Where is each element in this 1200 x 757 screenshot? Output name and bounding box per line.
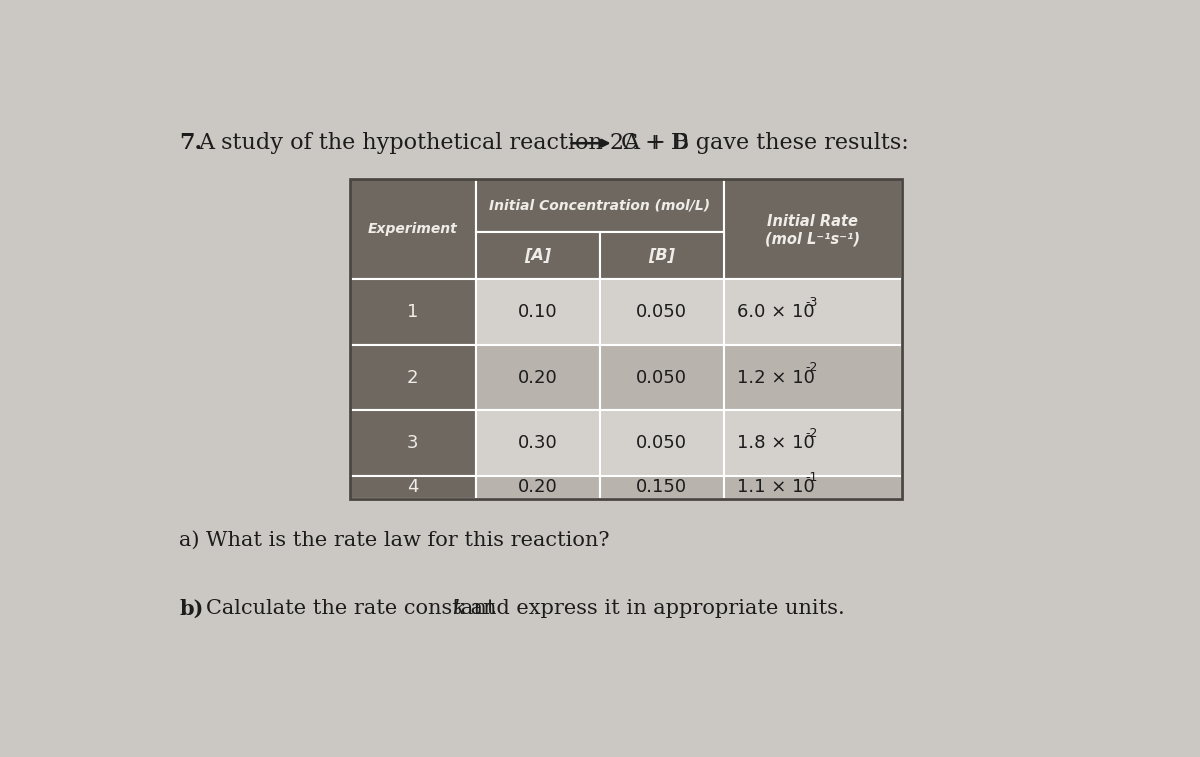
Bar	[724, 345, 901, 410]
Text: a): a)	[180, 531, 200, 550]
Bar	[475, 232, 600, 279]
Bar	[600, 476, 724, 499]
Text: 0.050: 0.050	[636, 304, 686, 321]
Text: What is the rate law for this reaction?: What is the rate law for this reaction?	[206, 531, 610, 550]
Text: 0.30: 0.30	[517, 434, 557, 452]
Text: 2: 2	[407, 369, 419, 387]
Bar	[600, 279, 724, 345]
Bar	[600, 410, 724, 476]
Bar	[350, 179, 475, 279]
Bar	[350, 345, 475, 410]
Text: Calculate the rate constant: Calculate the rate constant	[206, 599, 502, 618]
Text: [B]: [B]	[648, 248, 674, 263]
Text: Initial Concentration (mol/L): Initial Concentration (mol/L)	[488, 198, 710, 213]
Bar	[724, 410, 901, 476]
Text: [A]: [A]	[524, 248, 551, 263]
Text: 0.050: 0.050	[636, 434, 686, 452]
Text: 1.2 × 10: 1.2 × 10	[738, 369, 815, 387]
Text: 1.8 × 10: 1.8 × 10	[738, 434, 815, 452]
Text: 7.: 7.	[180, 132, 203, 154]
Bar	[350, 410, 475, 476]
Bar	[350, 476, 475, 499]
Bar	[475, 279, 600, 345]
Text: 4: 4	[407, 478, 419, 497]
Bar	[600, 345, 724, 410]
Text: 6.0 × 10: 6.0 × 10	[738, 304, 815, 321]
Text: 0.150: 0.150	[636, 478, 688, 497]
Text: 0.20: 0.20	[517, 478, 557, 497]
Text: 0.10: 0.10	[517, 304, 557, 321]
Text: -2: -2	[805, 427, 818, 440]
Text: (mol L⁻¹s⁻¹): (mol L⁻¹s⁻¹)	[766, 232, 860, 247]
Bar	[724, 476, 901, 499]
Bar	[475, 345, 600, 410]
Text: C + D gave these results:: C + D gave these results:	[622, 132, 908, 154]
Bar	[724, 179, 901, 279]
Text: 0.050: 0.050	[636, 369, 686, 387]
Text: A study of the hypothetical reaction 2A + B: A study of the hypothetical reaction 2A …	[198, 132, 689, 154]
Text: 1.1 × 10: 1.1 × 10	[738, 478, 815, 497]
Text: and express it in appropriate units.: and express it in appropriate units.	[464, 599, 845, 618]
Text: b): b)	[180, 599, 204, 619]
Text: -1: -1	[805, 471, 818, 484]
Text: 3: 3	[407, 434, 419, 452]
Text: -2: -2	[805, 361, 818, 374]
Text: Initial Rate: Initial Rate	[767, 214, 858, 229]
Bar	[475, 410, 600, 476]
Bar	[600, 232, 724, 279]
Text: 1: 1	[407, 304, 419, 321]
Bar	[724, 279, 901, 345]
Text: -3: -3	[805, 296, 818, 309]
Text: k: k	[452, 599, 464, 618]
Bar	[475, 179, 724, 232]
Text: 0.20: 0.20	[517, 369, 557, 387]
Bar	[475, 476, 600, 499]
Bar	[350, 279, 475, 345]
Bar	[350, 179, 901, 499]
Text: Experiment: Experiment	[368, 223, 457, 236]
